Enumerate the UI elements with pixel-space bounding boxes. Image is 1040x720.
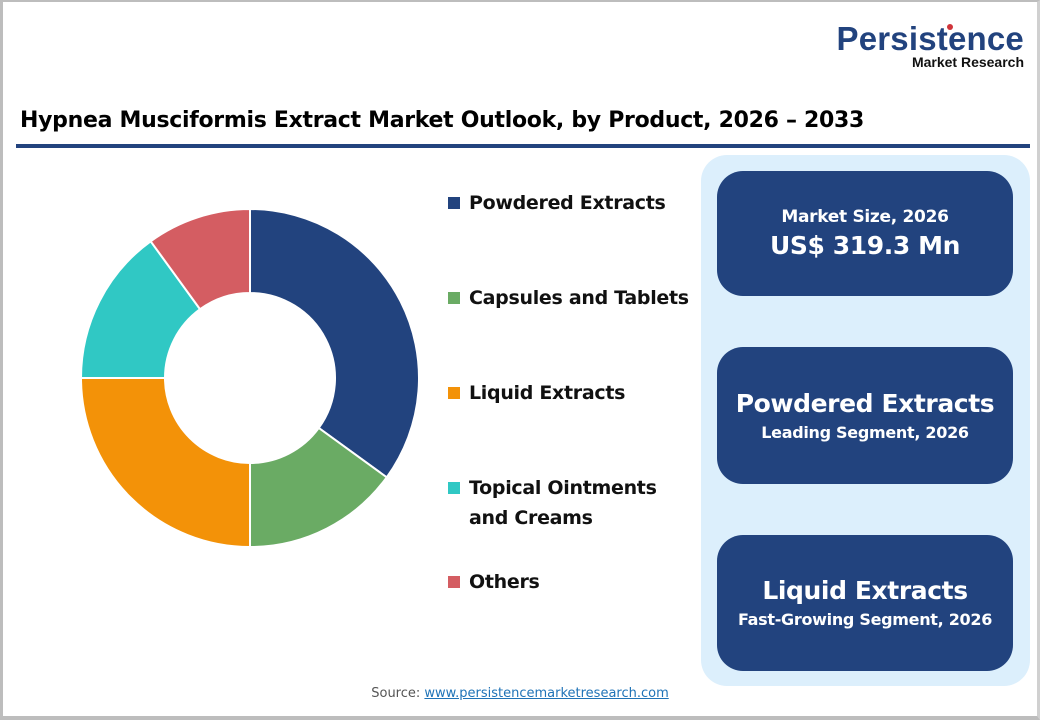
brand-name: Persistence	[836, 20, 1024, 57]
legend-swatch-icon	[448, 576, 460, 588]
legend-item-capsules-and-tablets: Capsules and Tablets	[448, 283, 689, 313]
legend-item-liquid-extracts: Liquid Extracts	[448, 378, 625, 408]
leading-segment-label: Leading Segment, 2026	[761, 422, 969, 442]
legend-item-powdered-extracts: Powdered Extracts	[448, 188, 666, 218]
fast-growing-segment-label: Fast-Growing Segment, 2026	[737, 610, 993, 629]
donut-slice-powdered-extracts	[249, 207, 420, 479]
legend-swatch-icon	[448, 482, 460, 494]
leading-segment-card: Powdered Extracts Leading Segment, 2026	[717, 347, 1013, 484]
legend-label-line2: and Creams	[469, 507, 593, 529]
title-underline	[16, 144, 1030, 148]
legend-item-topical-ointments: Topical Ointments and Creams	[448, 473, 657, 533]
source-link[interactable]: www.persistencemarketresearch.com	[424, 686, 669, 701]
market-size-label: Market Size, 2026	[781, 206, 949, 227]
legend-label: Liquid Extracts	[469, 382, 626, 404]
legend-item-others: Others	[448, 567, 540, 597]
brand-tagline: Market Research	[911, 54, 1024, 70]
brand-logo: Persistence Market Research	[836, 20, 1025, 70]
legend-label: Powdered Extracts	[469, 192, 666, 214]
legend-label: Capsules and Tablets	[469, 287, 689, 309]
legend-label: Topical Ointments	[469, 477, 657, 499]
logo-star-dot-icon	[946, 24, 953, 30]
legend-swatch-icon	[448, 197, 460, 209]
legend-swatch-icon	[448, 387, 460, 399]
legend-label: Others	[469, 571, 540, 593]
leading-segment-value: Powdered Extracts	[735, 388, 995, 418]
chart-title: Hypnea Musciformis Extract Market Outloo…	[20, 108, 865, 133]
legend-label-group: Topical Ointments and Creams	[469, 473, 657, 533]
legend-swatch-icon	[448, 292, 460, 304]
source-label: Source:	[371, 686, 421, 701]
market-size-card: Market Size, 2026 US$ 319.3 Mn	[717, 171, 1013, 296]
source-note: Source: www.persistencemarketresearch.co…	[0, 686, 1040, 701]
fast-growing-segment-card: Liquid Extracts Fast-Growing Segment, 20…	[717, 535, 1013, 671]
donut-chart	[79, 207, 420, 549]
fast-growing-segment-value: Liquid Extracts	[762, 576, 968, 605]
donut-slices	[79, 207, 420, 549]
donut-slice-others	[149, 207, 251, 311]
market-size-value: US$ 319.3 Mn	[769, 230, 961, 260]
donut-slice-liquid-extracts	[79, 377, 251, 549]
